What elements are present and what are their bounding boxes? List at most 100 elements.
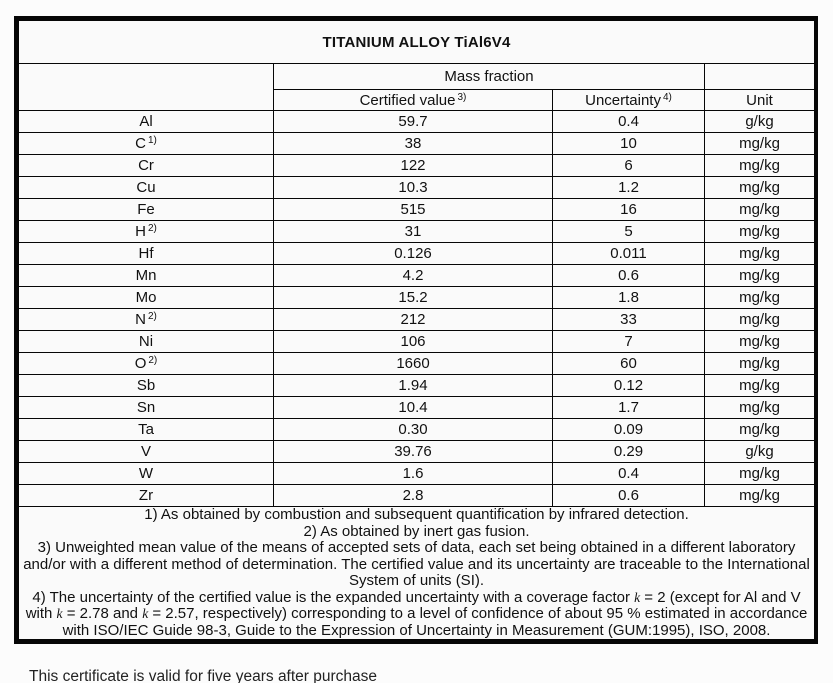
uncertainty-cell: 1.2 (552, 176, 705, 199)
header-row-2: Certified value 3) Uncertainty 4) Unit (19, 89, 816, 111)
page-title: TITANIUM ALLOY TiAl6V4 (17, 20, 816, 64)
unit-cell: mg/kg (703, 374, 816, 397)
element-symbol: Sn (136, 399, 156, 416)
uncertainty-cell: 6 (552, 154, 705, 177)
footnote-4: 4) The uncertainty of the certified valu… (19, 588, 814, 640)
certificate-table: TITANIUM ALLOY TiAl6V4 Mass fraction Cer… (14, 16, 818, 644)
uncertainty-cell: 0.29 (552, 440, 705, 463)
element-footnote-ref: 1) (147, 135, 157, 146)
table-row: Cr 122 6 mg/kg (18, 154, 816, 177)
element-cell: C 1) (18, 132, 274, 155)
certified-value-cell: 59.7 (273, 110, 553, 133)
certified-value-cell: 15.2 (273, 286, 553, 309)
unit-cell: g/kg (703, 440, 816, 463)
table-row: Mo 15.2 1.8 mg/kg (18, 286, 816, 309)
certified-value-cell: 10.4 (273, 396, 553, 419)
unit-cell: mg/kg (703, 330, 816, 353)
certified-value-cell: 0.126 (273, 242, 553, 265)
certified-value-cell: 1.94 (273, 374, 553, 397)
element-symbol: W (138, 465, 154, 482)
uncertainty-cell: 0.4 (552, 462, 705, 485)
certified-value-footnote-ref: 3) (457, 91, 467, 103)
element-cell: O 2) (18, 352, 274, 375)
unit-cell: mg/kg (703, 132, 816, 155)
element-symbol: Fe (137, 201, 155, 218)
validity-note: This certificate is valid for five years… (29, 668, 378, 683)
uncertainty-cell: 0.6 (552, 264, 705, 287)
footnote-3: 3) Unweighted mean value of the means of… (23, 539, 810, 589)
element-cell: Sn (18, 396, 274, 419)
unit-cell: mg/kg (703, 286, 816, 309)
certified-value-cell: 106 (273, 330, 553, 353)
element-cell: Cu (18, 176, 274, 199)
uncertainty-cell: 1.7 (552, 396, 705, 419)
footnote-4-part-1: 4) The uncertainty of the certified valu… (32, 588, 635, 606)
uncertainty-cell: 0.4 (552, 110, 705, 133)
footnote-4-part-2: = 2 (except for Al and V with (25, 588, 801, 622)
header-mass-fraction: Mass fraction (273, 63, 705, 90)
uncertainty-cell: 7 (552, 330, 705, 353)
coverage-factor-k: k (142, 606, 149, 621)
footnote-4-part-3: = 2.78 and (62, 605, 143, 622)
element-symbol: Mo (135, 289, 157, 306)
uncertainty-cell: 10 (552, 132, 705, 155)
table-row: Ta 0.30 0.09 mg/kg (18, 418, 816, 441)
table-row: W 1.6 0.4 mg/kg (18, 462, 816, 485)
table-row: V 39.76 0.29 g/kg (18, 440, 816, 463)
element-cell: N 2) (18, 308, 274, 331)
element-footnote-ref: 2) (147, 311, 157, 322)
table-row: Sn 10.4 1.7 mg/kg (18, 396, 816, 419)
element-cell: Al (18, 110, 274, 133)
composition-table: TITANIUM ALLOY TiAl6V4 Mass fraction Cer… (17, 20, 816, 640)
element-symbol: Mn (135, 267, 157, 284)
element-cell: Cr (18, 154, 274, 177)
unit-cell: mg/kg (703, 396, 816, 419)
header-uncertainty-label: Uncertainty (585, 91, 661, 109)
unit-cell: mg/kg (703, 154, 816, 177)
element-cell: Ta (18, 418, 274, 441)
certified-value-cell: 39.76 (273, 440, 553, 463)
header-element-spacer (18, 63, 274, 111)
table-row: O 2) 1660 60 mg/kg (18, 352, 816, 375)
table-row: Zr 2.8 0.6 mg/kg (18, 484, 816, 507)
header-row-1: Mass fraction (18, 63, 816, 111)
table-row: Sb 1.94 0.12 mg/kg (18, 374, 816, 397)
certified-value-cell: 1660 (273, 352, 553, 375)
uncertainty-cell: 33 (552, 308, 705, 331)
uncertainty-cell: 60 (552, 352, 705, 375)
table-row: Ni 106 7 mg/kg (18, 330, 816, 353)
uncertainty-cell: 5 (552, 220, 705, 243)
header-certified-value-label: Certified value (359, 91, 456, 109)
footnote-2: 2) As obtained by inert gas fusion. (303, 522, 530, 540)
element-symbol: Zr (138, 487, 154, 504)
footnote-4-part-4: = 2.57, respectively) corresponding to a… (62, 605, 808, 639)
coverage-factor-k: k (634, 589, 641, 605)
element-symbol: Al (139, 113, 153, 130)
unit-cell: g/kg (703, 110, 816, 133)
header-certified-value: Certified value 3) (273, 89, 553, 111)
certified-value-cell: 0.30 (273, 418, 553, 441)
element-cell: Mn (18, 264, 274, 287)
coverage-factor-k: k (56, 606, 63, 621)
certified-value-cell: 38 (273, 132, 553, 155)
table-row: Hf 0.126 0.011 mg/kg (18, 242, 816, 265)
certified-value-cell: 10.3 (273, 176, 553, 199)
element-cell: Zr (18, 484, 274, 507)
footnotes-row: 1) As obtained by combustion and subsequ… (17, 506, 816, 640)
element-cell: Sb (18, 374, 274, 397)
uncertainty-cell: 0.12 (552, 374, 705, 397)
table-row: Mn 4.2 0.6 mg/kg (18, 264, 816, 287)
table-row: Fe 515 16 mg/kg (18, 198, 816, 221)
uncertainty-footnote-ref: 4) (662, 91, 672, 103)
header-unit: Unit (703, 89, 816, 111)
unit-cell: mg/kg (703, 264, 816, 287)
certified-value-cell: 1.6 (273, 462, 553, 485)
certified-value-cell: 122 (273, 154, 553, 177)
element-cell: H 2) (18, 220, 274, 243)
certified-value-cell: 212 (273, 308, 553, 331)
unit-cell: mg/kg (703, 242, 816, 265)
element-symbol: Hf (138, 245, 154, 262)
table-row: C 1) 38 10 mg/kg (18, 132, 816, 155)
unit-cell: mg/kg (703, 308, 816, 331)
unit-cell: mg/kg (703, 484, 816, 507)
